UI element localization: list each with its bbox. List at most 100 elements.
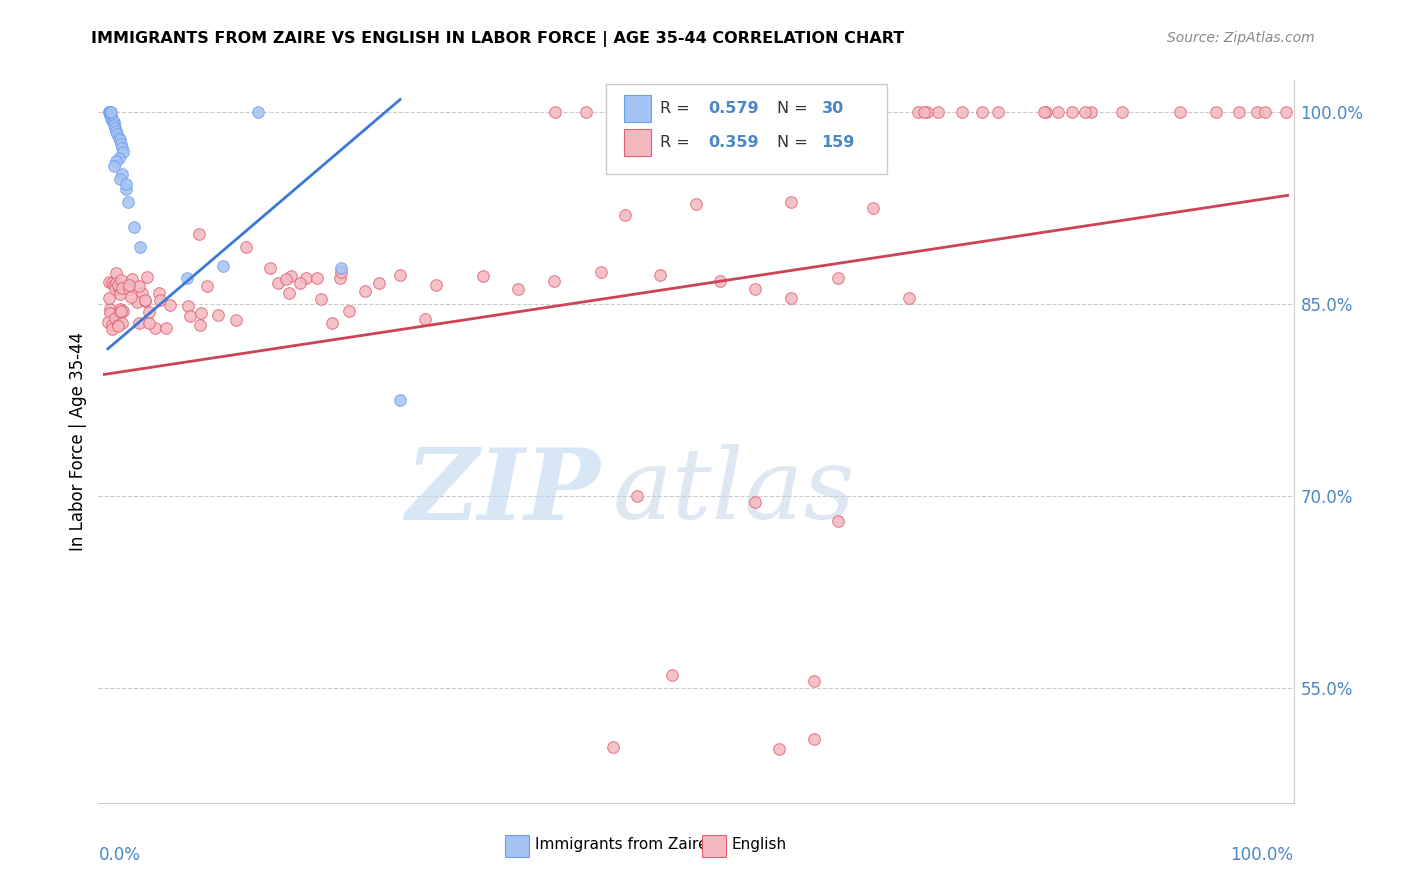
Point	[389, 268, 412, 282]
Point	[207, 308, 229, 322]
Text: 0.579: 0.579	[709, 101, 759, 116]
Point	[110, 280, 132, 294]
Point	[155, 321, 177, 335]
Point	[143, 321, 166, 335]
Point	[98, 292, 121, 306]
Point	[98, 105, 121, 120]
Bar	[505, 835, 529, 857]
Point	[100, 318, 122, 333]
Point	[1205, 105, 1227, 120]
Point	[276, 272, 298, 286]
Point	[602, 739, 624, 754]
Point	[98, 105, 121, 120]
Text: N =: N =	[778, 135, 813, 150]
Point	[100, 112, 122, 126]
Point	[105, 127, 128, 141]
Point	[367, 277, 389, 291]
Point	[337, 304, 360, 318]
Point	[190, 306, 212, 320]
Point	[128, 278, 150, 293]
Point	[111, 316, 134, 330]
Point	[101, 114, 124, 128]
Point	[112, 145, 135, 159]
Point	[108, 133, 131, 147]
Point	[108, 301, 131, 316]
Point	[927, 105, 949, 120]
Point	[907, 105, 929, 120]
Point	[862, 105, 884, 120]
Point	[862, 201, 884, 215]
Point	[827, 515, 849, 529]
Point	[425, 277, 447, 292]
Point	[787, 105, 810, 120]
Point	[912, 105, 935, 120]
Point	[779, 194, 801, 209]
Point	[120, 290, 142, 304]
Point	[104, 282, 127, 296]
Point	[321, 316, 343, 330]
Point	[508, 282, 530, 296]
Point	[591, 265, 613, 279]
Point	[803, 674, 825, 689]
Point	[107, 318, 129, 333]
Point	[101, 277, 124, 291]
Point	[104, 120, 127, 135]
Point	[188, 227, 211, 241]
Point	[103, 115, 125, 129]
Point	[105, 124, 128, 138]
Point	[1060, 105, 1083, 120]
Point	[727, 105, 749, 120]
Point	[138, 317, 160, 331]
Point	[107, 151, 129, 165]
Point	[330, 265, 353, 279]
Text: IMMIGRANTS FROM ZAIRE VS ENGLISH IN LABOR FORCE | AGE 35-44 CORRELATION CHART: IMMIGRANTS FROM ZAIRE VS ENGLISH IN LABO…	[91, 31, 904, 47]
Point	[110, 273, 132, 287]
Point	[176, 271, 198, 285]
Point	[761, 105, 783, 120]
Point	[110, 304, 132, 318]
Point	[278, 286, 301, 301]
Point	[105, 153, 128, 168]
Text: English: English	[733, 838, 787, 852]
Point	[950, 105, 973, 120]
Bar	[624, 128, 651, 156]
Text: 159: 159	[821, 135, 855, 150]
Point	[288, 276, 311, 290]
Point	[659, 105, 682, 120]
Point	[114, 182, 136, 196]
Point	[543, 274, 565, 288]
Point	[803, 731, 825, 746]
Point	[330, 261, 353, 276]
Point	[311, 292, 333, 306]
Point	[108, 286, 131, 301]
Point	[1033, 105, 1056, 120]
Point	[128, 316, 150, 330]
Point	[665, 105, 688, 120]
Point	[108, 171, 131, 186]
Text: N =: N =	[778, 101, 813, 116]
Point	[112, 303, 135, 318]
Point	[131, 285, 153, 300]
Point	[1080, 105, 1102, 120]
Point	[100, 322, 122, 336]
Point	[295, 271, 318, 285]
Point	[1254, 105, 1277, 120]
Point	[98, 108, 121, 122]
Point	[970, 105, 993, 120]
Point	[853, 105, 876, 120]
Bar	[624, 95, 651, 122]
Point	[98, 105, 121, 120]
Point	[758, 105, 780, 120]
Point	[779, 291, 801, 305]
Point	[110, 137, 132, 152]
Point	[211, 259, 233, 273]
Point	[107, 131, 129, 145]
Point	[149, 293, 172, 308]
Point	[744, 282, 766, 296]
Point	[127, 295, 149, 310]
Point	[709, 274, 731, 288]
Point	[544, 105, 567, 120]
Point	[117, 194, 139, 209]
Point	[128, 239, 150, 253]
Y-axis label: In Labor Force | Age 35-44: In Labor Force | Age 35-44	[69, 332, 87, 551]
